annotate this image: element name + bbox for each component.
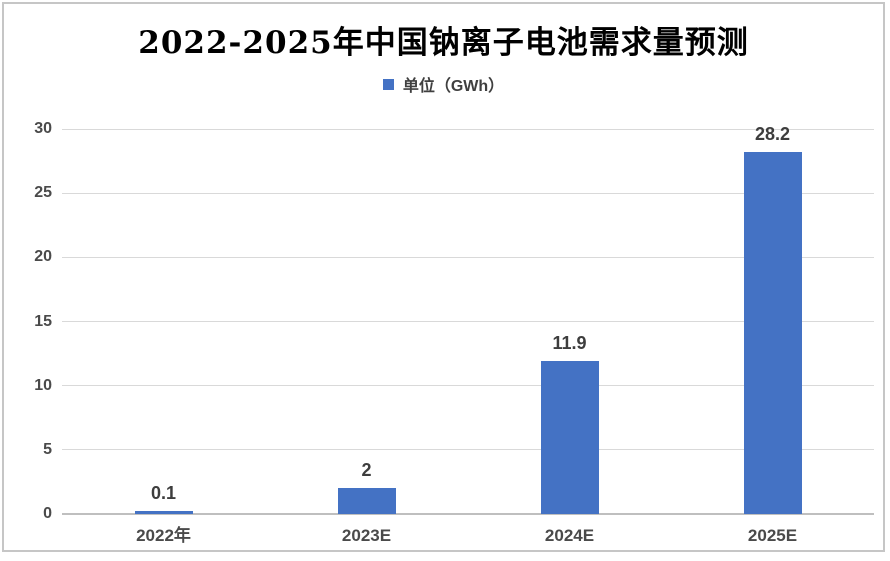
bar-0 [134, 511, 193, 514]
bar-data-label-1: 2 [361, 460, 372, 481]
legend: 单位（GWh） [4, 72, 883, 96]
gridline [62, 192, 874, 194]
gridline [62, 385, 874, 387]
y-axis-tick-label: 15 [34, 312, 52, 330]
bar-1 [337, 488, 396, 514]
x-axis-tick-label-1: 2023E [341, 526, 392, 545]
x-axis-tick-label-0: 2022年 [136, 526, 191, 545]
bar-data-label-2: 11.9 [552, 333, 587, 354]
gridline [62, 321, 874, 322]
y-axis-tick-label: 25 [34, 184, 52, 202]
chart-frame: 2022-2025年中国钠离子电池需求量预测 单位（GWh） 0 5 10 15 20 2… [2, 2, 885, 552]
y-axis-tick-label: 0 [43, 505, 52, 522]
gridline [62, 449, 874, 451]
x-axis-tick-label-2: 2024E [544, 526, 595, 545]
gridline [62, 128, 874, 130]
bar-data-label-0: 0.1 [150, 483, 177, 503]
bar-data-label-3: 28.2 [754, 124, 791, 145]
y-axis-tick-label: 5 [43, 440, 52, 458]
y-axis-tick-label: 10 [34, 376, 52, 394]
y-axis-tick-label: 20 [34, 248, 52, 266]
chart-title: 2022-2025年中国钠离子电池需求量预测 [138, 25, 749, 61]
gridline [62, 256, 874, 258]
bar-2 [540, 361, 599, 514]
y-axis-tick-label: 30 [34, 120, 52, 137]
x-axis-tick-label-3: 2025E [747, 526, 798, 545]
bar-3 [743, 152, 802, 514]
legend-label: 单位（GWh） [402, 78, 505, 95]
plot-area: 0 5 10 15 20 25 30 0.1 2022年 2 2023E 11.9 2024E 28.2 2… [34, 121, 874, 544]
x-axis-line [62, 513, 874, 515]
legend-swatch-icon [382, 78, 394, 90]
